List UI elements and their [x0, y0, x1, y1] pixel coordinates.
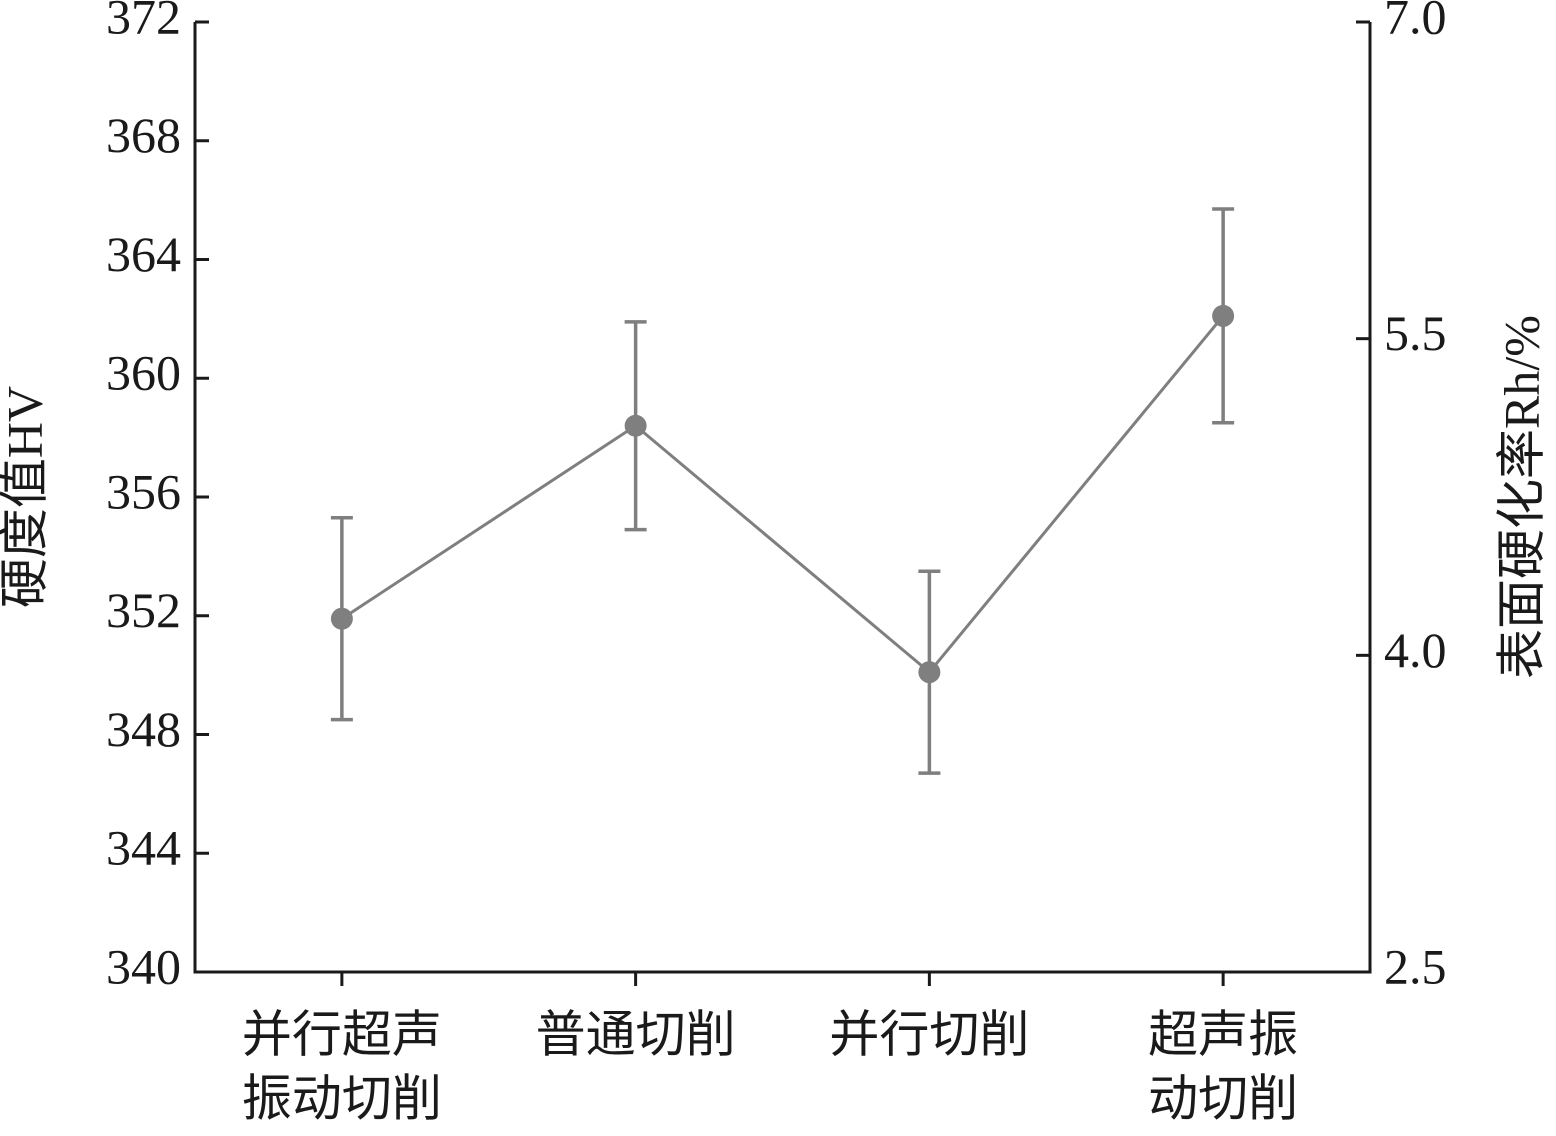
x-tick-label: 并行超声: [242, 1006, 442, 1062]
y-tick-label: 352: [106, 582, 181, 638]
point: [624, 414, 647, 437]
y-tick-label: 360: [106, 345, 181, 401]
y-tick-label: 356: [106, 463, 181, 519]
axes: [193, 22, 1372, 974]
y-tick-label: 368: [106, 107, 181, 163]
x-tick-label: 超声振: [1148, 1006, 1298, 1062]
x-tick-label: 振动切削: [242, 1070, 442, 1126]
x-tick-label: 普通切削: [536, 1006, 736, 1062]
y-tick-label: 344: [106, 820, 181, 876]
y-tick-label: 372: [106, 0, 181, 44]
x-tick-label: 动切削: [1148, 1070, 1298, 1126]
line: [341, 314, 1225, 675]
y2-axis-title: 表面硬化率Rh/%: [1493, 315, 1549, 679]
y2-tick-label: 4.0: [1384, 622, 1447, 678]
x-tick-label: 并行切削: [829, 1006, 1029, 1062]
point: [1212, 304, 1235, 327]
y2-tick-label: 5.5: [1384, 305, 1447, 361]
y2-tick-label: 2.5: [1384, 938, 1447, 994]
point: [918, 661, 941, 684]
y2-tick-label: 7.0: [1384, 0, 1447, 44]
point: [330, 607, 353, 630]
y-tick-label: 348: [106, 701, 181, 757]
y-axis-title: 硬度值HV: [0, 386, 52, 608]
y-tick-label: 364: [106, 226, 181, 282]
y-tick-label: 340: [106, 938, 181, 994]
